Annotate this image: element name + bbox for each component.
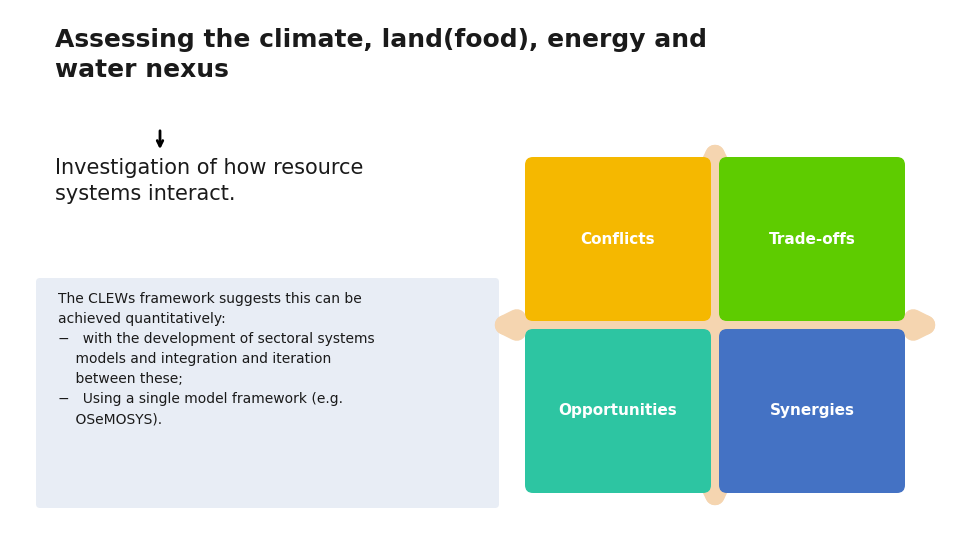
Text: The CLEWs framework suggests this can be
achieved quantitatively:
−   with the d: The CLEWs framework suggests this can be… <box>58 292 374 426</box>
Text: Investigation of how resource
systems interact.: Investigation of how resource systems in… <box>55 158 364 205</box>
FancyBboxPatch shape <box>36 278 499 508</box>
Text: Assessing the climate, land(food), energy and
water nexus: Assessing the climate, land(food), energ… <box>55 28 707 82</box>
Text: Synergies: Synergies <box>770 403 854 418</box>
FancyBboxPatch shape <box>525 329 711 493</box>
Text: Trade-offs: Trade-offs <box>769 232 855 246</box>
FancyBboxPatch shape <box>525 157 711 321</box>
Text: Conflicts: Conflicts <box>581 232 656 246</box>
Text: Opportunities: Opportunities <box>559 403 678 418</box>
FancyBboxPatch shape <box>719 157 905 321</box>
FancyBboxPatch shape <box>719 329 905 493</box>
